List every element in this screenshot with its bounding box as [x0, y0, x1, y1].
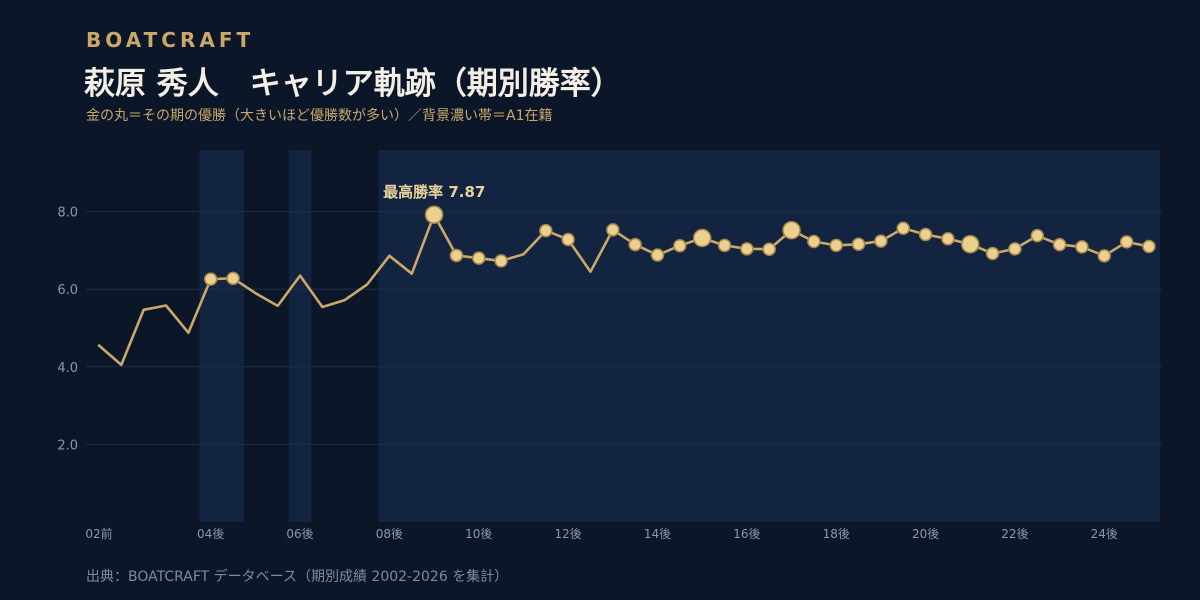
y-tick-label: 6.0: [57, 283, 78, 298]
championship-markers: [203, 205, 1156, 286]
championship-marker: [782, 220, 801, 240]
championship-marker: [1142, 239, 1156, 254]
x-tick-label: 16後: [733, 527, 760, 541]
championship-marker: [829, 238, 843, 253]
x-tick-label: 08後: [376, 527, 403, 541]
championship-marker: [692, 228, 712, 248]
gridlines-layer: [86, 211, 1162, 445]
championship-marker: [606, 223, 620, 237]
y-tick-label: 2.0: [57, 438, 78, 453]
y-tick-label: 8.0: [57, 206, 78, 221]
source-note: 出典：BOATCRAFT データベース（期別成績 2002-2026 を集計）: [86, 569, 509, 585]
championship-marker: [203, 272, 218, 286]
championship-marker: [717, 238, 732, 253]
chart-subtitle: 金の丸＝その期の優勝（大きいほど優勝数が多い）／背景濃い帯＝A1在籍: [86, 108, 553, 124]
championship-marker: [740, 242, 754, 256]
championship-marker: [807, 234, 821, 249]
x-axis-ticks: 02前 04後 06後 08後 10後 12後 14後 16後 18後 20後 22後 24後: [85, 526, 1118, 541]
x-tick-label: 12後: [554, 527, 581, 541]
championship-marker: [650, 248, 665, 262]
x-tick-label: 10後: [465, 527, 492, 541]
championship-marker: [1030, 228, 1045, 243]
championship-marker: [494, 254, 508, 268]
championship-marker: [1075, 240, 1089, 254]
championship-marker: [673, 238, 687, 253]
x-tick-label: 02前: [85, 526, 112, 541]
championship-marker: [449, 248, 464, 263]
x-tick-label: 20後: [912, 527, 939, 541]
championship-marker: [941, 232, 955, 246]
x-tick-label: 04後: [197, 527, 224, 541]
x-tick-label: 22後: [1001, 527, 1028, 541]
chart-title: 萩原 秀人 キャリア軌跡（期別勝率）: [84, 66, 622, 102]
x-tick-label: 14後: [644, 527, 671, 541]
championship-marker: [628, 237, 642, 252]
y-axis-ticks: 2.0 4.0 6.0 8.0: [57, 206, 78, 454]
y-tick-label: 4.0: [57, 361, 78, 376]
x-tick-label: 24後: [1091, 527, 1118, 541]
championship-marker: [1097, 249, 1112, 263]
championship-marker: [539, 223, 553, 238]
a1-band-1: [199, 150, 245, 522]
championship-marker: [851, 237, 866, 251]
championship-marker: [762, 242, 776, 256]
championship-marker: [1008, 242, 1022, 256]
championship-marker: [1119, 235, 1134, 249]
championship-marker: [1052, 237, 1067, 252]
championship-marker: [424, 205, 444, 224]
championship-marker: [896, 221, 910, 236]
a1-band-3: [378, 150, 1161, 522]
championship-marker: [961, 234, 980, 254]
x-tick-label: 18後: [823, 527, 850, 541]
championship-marker: [472, 251, 486, 265]
a1-bands-layer: [199, 150, 1161, 522]
championship-marker: [226, 271, 240, 286]
championship-marker: [561, 232, 575, 247]
a1-band-2: [288, 150, 312, 522]
championship-marker: [874, 234, 888, 248]
championship-marker: [918, 227, 933, 242]
peak-annotation: 最高勝率 7.87: [383, 183, 485, 201]
x-tick-label: 06後: [286, 527, 313, 541]
championship-marker: [985, 246, 1000, 261]
brand-label: BOATCRAFT: [86, 28, 255, 52]
